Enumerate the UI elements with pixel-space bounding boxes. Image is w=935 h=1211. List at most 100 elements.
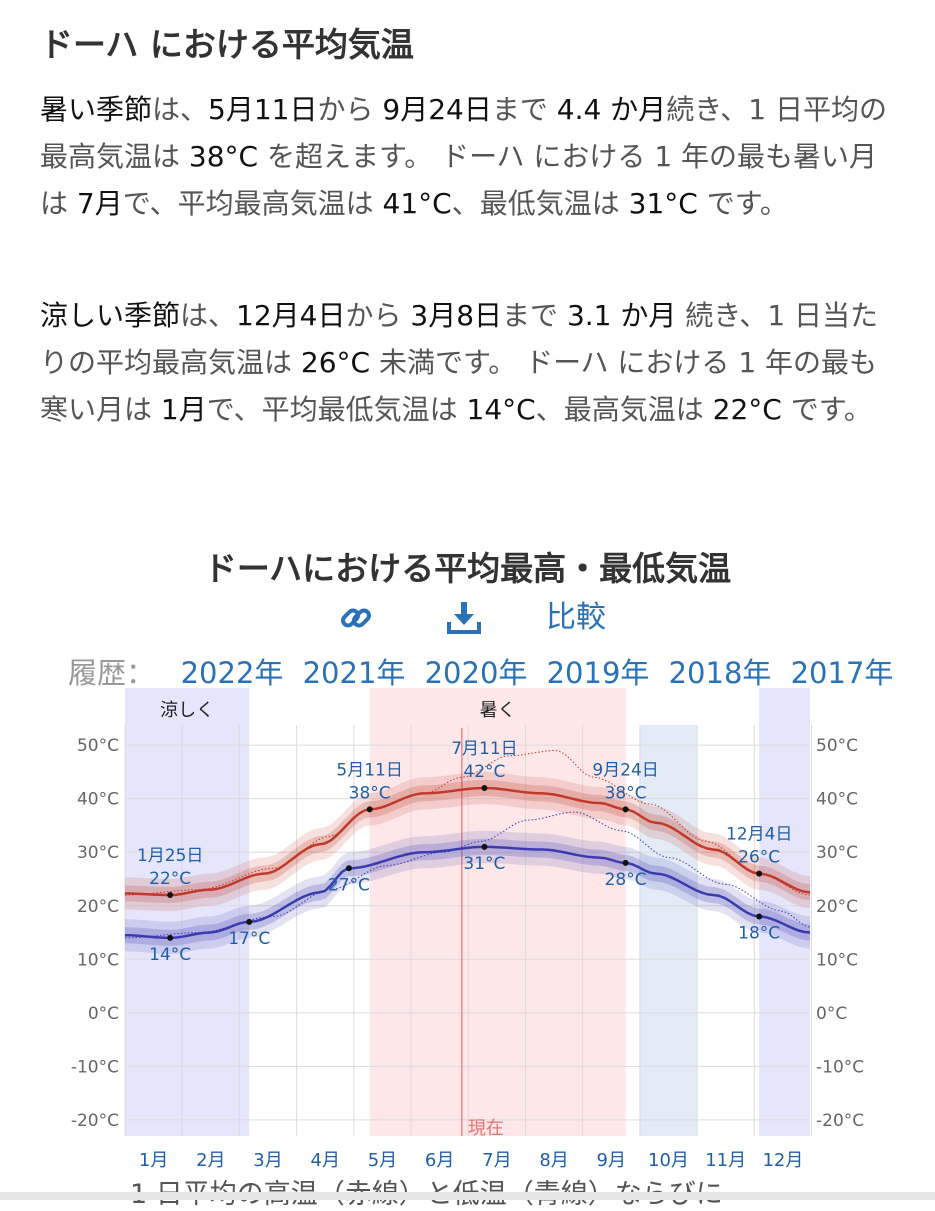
text: 、最低気温は (451, 187, 629, 220)
text: は、 (152, 93, 209, 126)
y-tick-label-right: 0°C (816, 1004, 847, 1024)
annotation-value: 22°C (149, 869, 191, 889)
hot-season-term: 暑い季節 (40, 93, 153, 126)
text: まで (502, 299, 567, 332)
history-year-link[interactable]: 2020年 (424, 656, 528, 690)
month-label: 4月 (311, 1150, 340, 1168)
download-icon[interactable] (444, 598, 484, 638)
season-band (125, 688, 250, 1136)
hot-high: 41°C (382, 187, 452, 220)
annotation-value: 27°C (328, 875, 370, 895)
annotation-date: 12月4日 (726, 825, 792, 845)
month-label: 9月 (597, 1150, 626, 1168)
compare-link[interactable]: 比較 (546, 600, 606, 635)
hot-low: 31°C (628, 187, 698, 220)
annotation-point (481, 843, 488, 850)
month-label: 3月 (253, 1150, 282, 1168)
cold-from-date: 12月4日 (236, 299, 346, 332)
history-year-link[interactable]: 2018年 (668, 656, 772, 690)
history-year-link[interactable]: 2019年 (546, 656, 650, 690)
text: 、最高気温は (535, 393, 713, 426)
annotation-point (756, 870, 763, 877)
season-label: 涼しく (160, 700, 214, 721)
season-band (759, 688, 810, 1136)
season-label: 暑く (480, 700, 516, 721)
y-tick-label-left: 0°C (88, 1004, 119, 1024)
hot-from-date: 5月11日 (208, 93, 318, 126)
annotation-point (246, 918, 253, 925)
coldest-month: 1月 (160, 393, 207, 426)
history-year-link[interactable]: 2021年 (302, 656, 406, 690)
y-tick-label-right: 10°C (816, 950, 858, 970)
annotation-point (481, 784, 488, 791)
annotation-value: 18°C (738, 923, 780, 943)
y-tick-label-right: 20°C (816, 897, 858, 917)
annotation-point (622, 806, 629, 813)
temperature-chart: 涼しく 暑く -20°C -20°C -10°C -10°C 0°C 0°C 10°C 10°C 2… (71, 688, 864, 1168)
y-tick-label-left: 10°C (77, 950, 119, 970)
text: 続き、1 日平均の最高気温は (40, 93, 887, 173)
cold-to-date: 3月8日 (410, 299, 503, 332)
text: です。 (781, 393, 872, 426)
month-label: 6月 (425, 1150, 454, 1168)
y-tick-label-left: 50°C (77, 736, 119, 756)
low-band-outer (125, 830, 810, 954)
current-month-band (639, 725, 698, 1136)
hot-to-date: 9月24日 (382, 93, 492, 126)
page-bottom-divider (0, 1192, 935, 1200)
annotation-value: 42°C (463, 762, 505, 782)
annotation-value: 31°C (463, 854, 505, 874)
chart-title: ドーハにおける平均最高・最低気温 (203, 549, 732, 588)
text: を超えます。 ドーハ における 1 年の最も暑い月は (40, 140, 878, 220)
annotation-value: 38°C (605, 783, 647, 803)
section-title: ドーハ における平均気温 (40, 25, 414, 64)
high-band-inner (125, 779, 810, 904)
month-label: 12月 (762, 1150, 803, 1168)
history-year-link[interactable]: 2017年 (790, 656, 894, 690)
text: で、平均最低気温は (206, 393, 467, 426)
month-label: 10月 (648, 1150, 689, 1168)
annotation-date: 9月24日 (592, 760, 658, 780)
annotation-point (756, 913, 763, 920)
annotation-value: 26°C (738, 848, 780, 868)
hot-duration: 4.4 か月 (556, 93, 667, 126)
history-bar: 履歴： 2022年 2021年 2020年 2019年 2018年 2017年 (0, 646, 935, 690)
text: 未満です。 ドーハ における 1 年の最も寒い月は (40, 346, 878, 426)
cold-threshold: 26°C (300, 346, 371, 379)
annotation-value: 14°C (149, 945, 191, 965)
month-label: 7月 (482, 1150, 511, 1168)
annotation-point (345, 865, 352, 872)
month-label: 1月 (139, 1150, 168, 1168)
cold-low: 14°C (466, 393, 536, 426)
history-label: 履歴： (68, 656, 156, 690)
annotation-date: 7月11日 (451, 739, 517, 759)
y-tick-label-right: 30°C (816, 843, 858, 863)
y-tick-label-left: 30°C (77, 843, 119, 863)
y-tick-label-right: -10°C (816, 1057, 864, 1077)
text: まで (491, 93, 557, 126)
cold-season-paragraph: 涼しい季節は、12月4日から 3月8日まで 3.1 か月 続き、1 日当たりの平… (40, 292, 900, 433)
annotation-value: 28°C (605, 870, 647, 890)
text: は、 (180, 299, 237, 332)
y-tick-label-left: 40°C (77, 790, 119, 810)
cold-duration: 3.1 か月 (566, 299, 677, 332)
cold-high: 22°C (712, 393, 782, 426)
annotation-point (167, 892, 174, 899)
text: です。 (697, 187, 788, 220)
y-tick-label-left: -20°C (71, 1111, 119, 1131)
y-tick-label-left: -10°C (71, 1057, 119, 1077)
annotation-point (622, 859, 629, 866)
month-label: 8月 (539, 1150, 568, 1168)
hot-season-paragraph: 暑い季節は、5月11日から 9月24日まで 4.4 か月続き、1 日平均の最高気… (40, 86, 900, 227)
text: 続き、1 日当たりの平均最高気温は (40, 299, 879, 379)
high-current-year-line (124, 749, 811, 896)
annotation-point (366, 806, 373, 813)
hottest-month: 7月 (76, 187, 123, 220)
text: で、平均最高気温は (122, 187, 383, 220)
y-tick-label-right: -20°C (816, 1111, 864, 1131)
now-label: 現在 (468, 1118, 504, 1139)
history-year-link[interactable]: 2022年 (180, 656, 284, 690)
high-band-outer (125, 771, 810, 912)
link-icon[interactable] (336, 598, 376, 638)
month-label: 11月 (705, 1150, 746, 1168)
